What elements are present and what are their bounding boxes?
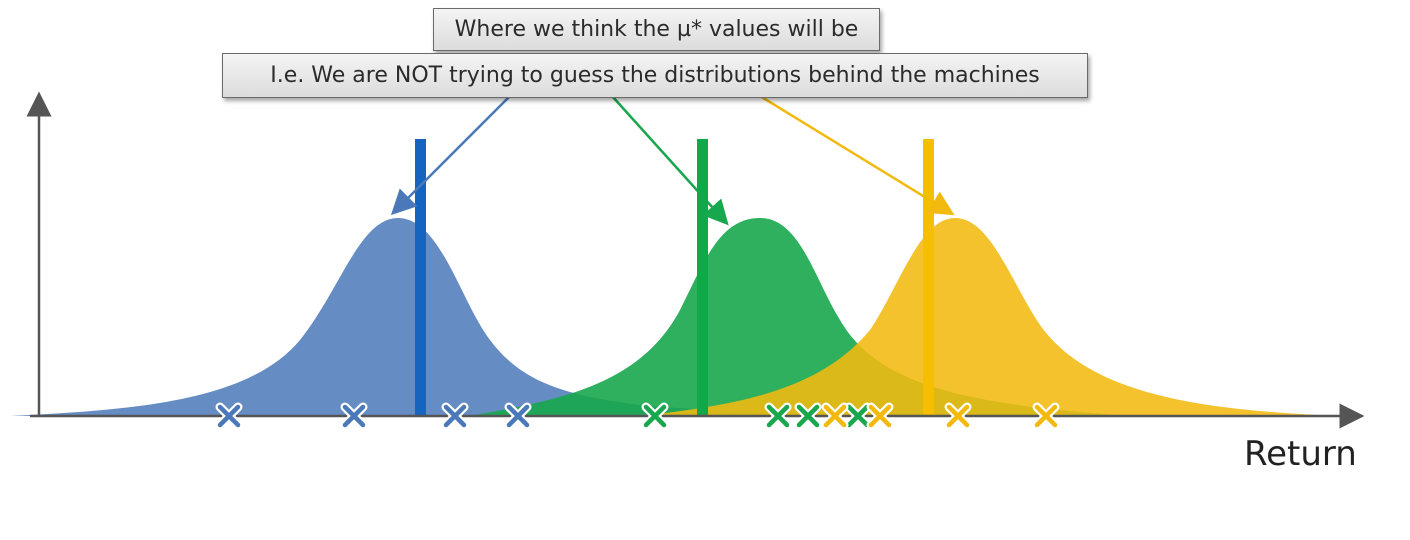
green-true-mean-bar — [697, 139, 708, 416]
arrow-to-yellow-peak — [759, 94, 955, 216]
yellow-sample-x-icon — [1032, 402, 1060, 430]
yellow-sample-x-icon — [944, 402, 972, 430]
green-sample-x-icon — [794, 402, 822, 430]
arrow-to-green-peak — [611, 95, 729, 226]
sample-markers — [215, 402, 1060, 430]
blue-true-mean-bar — [415, 139, 426, 416]
green-sample-x-icon — [764, 402, 792, 430]
blue-distribution — [10, 218, 900, 416]
green-sample-x-icon — [641, 402, 669, 430]
green-sample-x-icon — [844, 402, 872, 430]
arrow-to-blue-peak — [390, 95, 511, 216]
blue-sample-x-icon — [215, 402, 243, 430]
yellow-distribution — [640, 218, 1340, 416]
callout-mu-values: Where we think the µ* values will be — [433, 8, 880, 51]
x-axis-label: Return — [1244, 434, 1357, 474]
yellow-sample-x-icon — [821, 402, 849, 430]
green-distribution — [470, 218, 1130, 416]
callout-not-guessing: I.e. We are NOT trying to guess the dist… — [222, 53, 1088, 98]
callout-not-guessing-text: I.e. We are NOT trying to guess the dist… — [270, 62, 1040, 88]
blue-sample-x-icon — [504, 402, 532, 430]
yellow-sample-x-icon — [866, 402, 894, 430]
blue-sample-x-icon — [441, 402, 469, 430]
callout-mu-values-text: Where we think the µ* values will be — [454, 16, 859, 42]
blue-sample-x-icon — [340, 402, 368, 430]
yellow-true-mean-bar — [923, 139, 934, 416]
